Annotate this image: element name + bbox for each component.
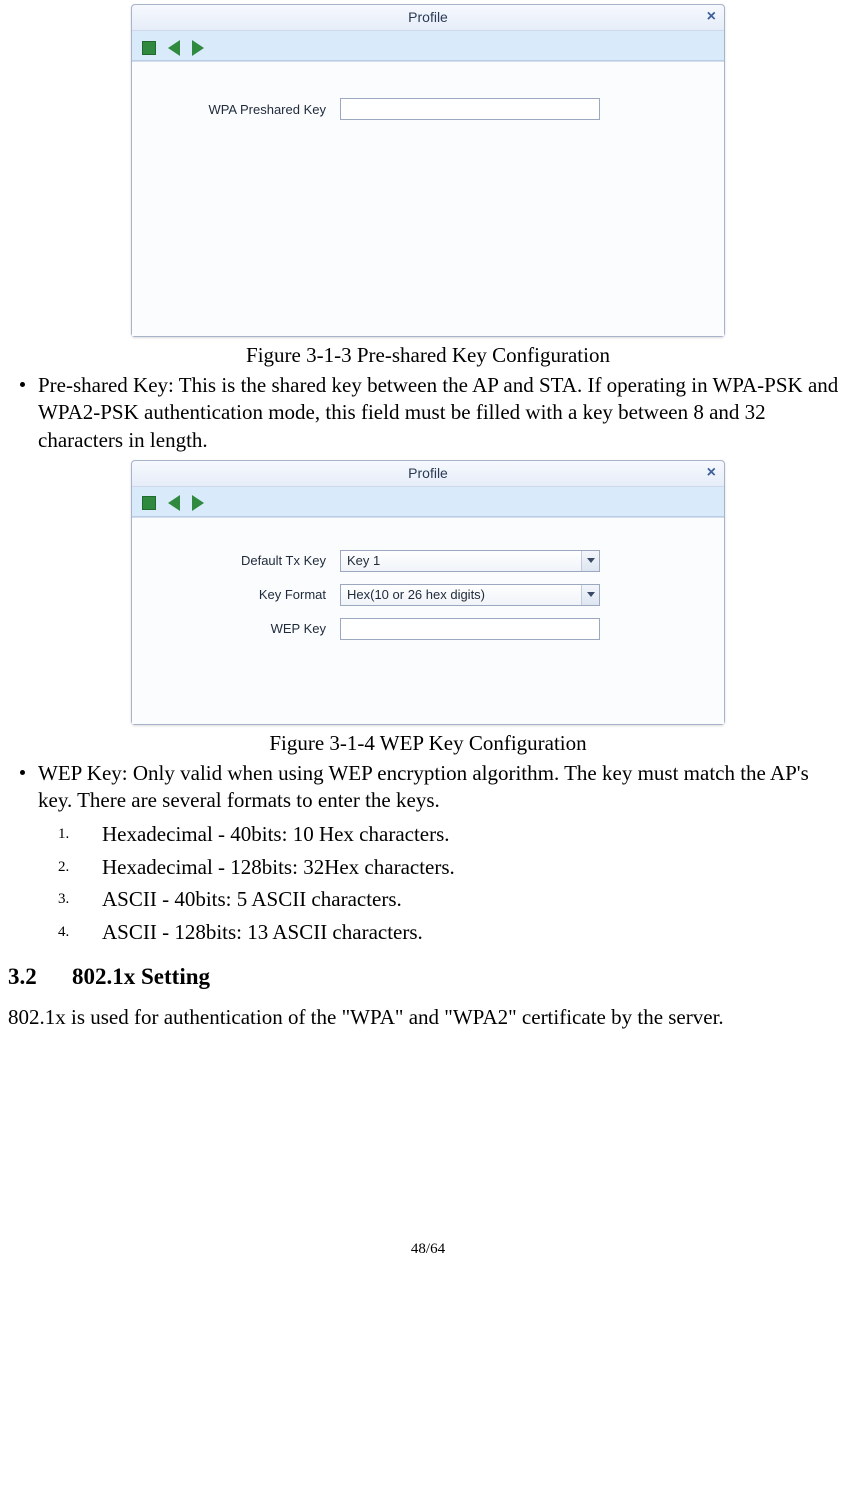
dialog-body: WPA Preshared Key	[132, 61, 724, 336]
wep-key-input[interactable]	[340, 618, 600, 640]
wep-formats-list: Hexadecimal - 40bits: 10 Hex characters.…	[8, 820, 848, 945]
list-item: ASCII - 40bits: 5 ASCII characters.	[8, 885, 848, 913]
bullet-preshared-key: Pre-shared Key: This is the shared key b…	[8, 372, 848, 454]
default-tx-key-label: Default Tx Key	[150, 553, 340, 568]
profile-dialog-wep: Profile × Default Tx Key Key 1 Key Forma…	[131, 460, 725, 725]
wpa-psk-label: WPA Preshared Key	[150, 102, 340, 117]
section-number: 3.2	[8, 964, 72, 990]
key-format-select[interactable]: Hex(10 or 26 hex digits)	[340, 584, 600, 606]
list-item: ASCII - 128bits: 13 ASCII characters.	[8, 918, 848, 946]
bullet-wep-key: WEP Key: Only valid when using WEP encry…	[8, 760, 848, 815]
titlebar-title: Profile	[132, 9, 724, 25]
wep-key-label: WEP Key	[150, 621, 340, 636]
toolbar	[132, 487, 724, 517]
list-item: Hexadecimal - 40bits: 10 Hex characters.	[8, 820, 848, 848]
arrow-right-icon[interactable]	[192, 40, 204, 56]
wpa-psk-input[interactable]	[340, 98, 600, 120]
form-row-default-tx-key: Default Tx Key Key 1	[132, 544, 724, 578]
page-number: 48/64	[8, 1241, 848, 1258]
section-title: 802.1x Setting	[72, 964, 210, 990]
form-row-key-format: Key Format Hex(10 or 26 hex digits)	[132, 578, 724, 612]
stop-icon[interactable]	[142, 496, 156, 510]
profile-dialog-psk: Profile × WPA Preshared Key	[131, 4, 725, 337]
arrow-right-icon[interactable]	[192, 495, 204, 511]
default-tx-key-value: Key 1	[347, 553, 380, 568]
arrow-left-icon[interactable]	[168, 495, 180, 511]
titlebar-title: Profile	[132, 465, 724, 481]
form-row-wpa-psk: WPA Preshared Key	[132, 92, 724, 126]
figure-caption-313: Figure 3-1-3 Pre-shared Key Configuratio…	[8, 343, 848, 368]
key-format-label: Key Format	[150, 587, 340, 602]
form-row-wep-key: WEP Key	[132, 612, 724, 646]
list-item: Hexadecimal - 128bits: 32Hex characters.	[8, 853, 848, 881]
chevron-down-icon	[581, 585, 599, 605]
titlebar: Profile ×	[132, 461, 724, 487]
stop-icon[interactable]	[142, 41, 156, 55]
dialog-body: Default Tx Key Key 1 Key Format Hex(10 o…	[132, 517, 724, 724]
close-icon[interactable]: ×	[707, 9, 716, 25]
section-3-2-heading: 3.2 802.1x Setting	[8, 964, 848, 990]
arrow-left-icon[interactable]	[168, 40, 180, 56]
chevron-down-icon	[581, 551, 599, 571]
toolbar	[132, 31, 724, 61]
figure-caption-314: Figure 3-1-4 WEP Key Configuration	[8, 731, 848, 756]
titlebar: Profile ×	[132, 5, 724, 31]
section-3-2-text: 802.1x is used for authentication of the…	[8, 1004, 848, 1031]
key-format-value: Hex(10 or 26 hex digits)	[347, 587, 485, 602]
close-icon[interactable]: ×	[707, 465, 716, 481]
default-tx-key-select[interactable]: Key 1	[340, 550, 600, 572]
